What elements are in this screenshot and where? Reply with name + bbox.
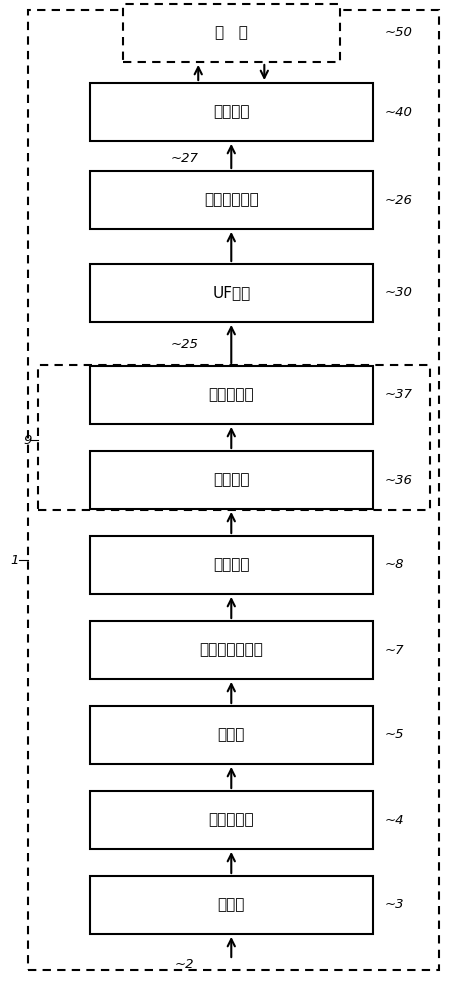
- Text: 9: 9: [23, 434, 32, 446]
- Bar: [90, 791, 373, 849]
- Bar: [90, 706, 373, 764]
- Text: ~50: ~50: [385, 26, 413, 39]
- Text: ~4: ~4: [385, 813, 404, 826]
- Bar: [38, 365, 430, 510]
- Bar: [90, 264, 373, 322]
- Text: ~25: ~25: [170, 338, 198, 352]
- Text: 析水泵罐装置: 析水泵罐装置: [204, 192, 259, 208]
- Bar: [90, 536, 373, 594]
- Text: ~40: ~40: [385, 105, 413, 118]
- Text: ~7: ~7: [385, 644, 404, 656]
- Text: 析水之装置: 析水之装置: [209, 812, 254, 827]
- Text: UF装置: UF装置: [212, 285, 251, 300]
- Bar: [90, 171, 373, 229]
- Text: ~36: ~36: [385, 474, 413, 487]
- Bar: [90, 83, 373, 141]
- Text: 控制装置: 控制装置: [213, 104, 250, 119]
- Bar: [123, 4, 340, 62]
- Text: 原液路: 原液路: [218, 898, 245, 913]
- Text: 排   析: 排 析: [215, 25, 248, 40]
- Text: ~8: ~8: [385, 558, 404, 571]
- Text: ~27: ~27: [170, 151, 198, 164]
- Bar: [28, 10, 439, 970]
- Text: ~26: ~26: [385, 194, 413, 207]
- Text: 用液水并管装置: 用液水并管装置: [199, 643, 263, 658]
- Text: ~5: ~5: [385, 728, 404, 742]
- Text: ~2: ~2: [174, 958, 194, 971]
- Text: 1: 1: [10, 554, 18, 566]
- Text: 浓缩液水罐: 浓缩液水罐: [209, 387, 254, 402]
- Text: 浓缩液桶: 浓缩液桶: [213, 473, 250, 488]
- Text: ~37: ~37: [385, 388, 413, 401]
- Bar: [90, 451, 373, 509]
- Bar: [90, 621, 373, 679]
- Bar: [90, 366, 373, 424]
- Text: 用液水罐: 用液水罐: [213, 557, 250, 572]
- Text: ~3: ~3: [385, 899, 404, 912]
- Text: ~30: ~30: [385, 286, 413, 299]
- Text: 透液路: 透液路: [218, 728, 245, 742]
- Bar: [90, 876, 373, 934]
